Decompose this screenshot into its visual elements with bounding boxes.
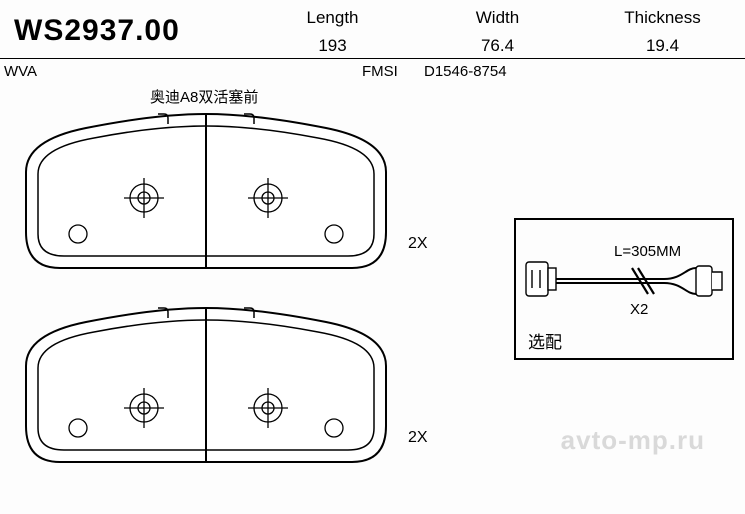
thickness-value: 19.4	[580, 36, 745, 56]
sensor-length-label: L=305MM	[614, 243, 681, 260]
diagram-title-cn: 奥迪A8双活塞前	[150, 86, 258, 107]
watermark: avto-mp.ru	[561, 425, 705, 456]
bottom-pad-qty: 2X	[408, 429, 428, 446]
sensor-option-label: 选配	[528, 333, 562, 352]
wva-label: WVA	[2, 63, 362, 80]
part-number: WS2937.00	[0, 0, 250, 58]
sensor-qty-label: X2	[630, 301, 648, 318]
width-label: Width	[415, 8, 580, 28]
bottom-pad	[26, 308, 386, 462]
top-pad-qty: 2X	[408, 235, 428, 252]
fmsi-value: D1546-8754	[416, 63, 507, 80]
width-value: 76.4	[415, 36, 580, 56]
length-value: 193	[250, 36, 415, 56]
length-label: Length	[250, 8, 415, 28]
fmsi-label: FMSI	[362, 63, 416, 80]
thickness-label: Thickness	[580, 8, 745, 28]
wear-sensor-diagram: L=305MM X2 选配	[514, 218, 738, 368]
top-pad	[26, 114, 386, 268]
brake-pads-diagram: 2X 2X	[16, 112, 436, 482]
